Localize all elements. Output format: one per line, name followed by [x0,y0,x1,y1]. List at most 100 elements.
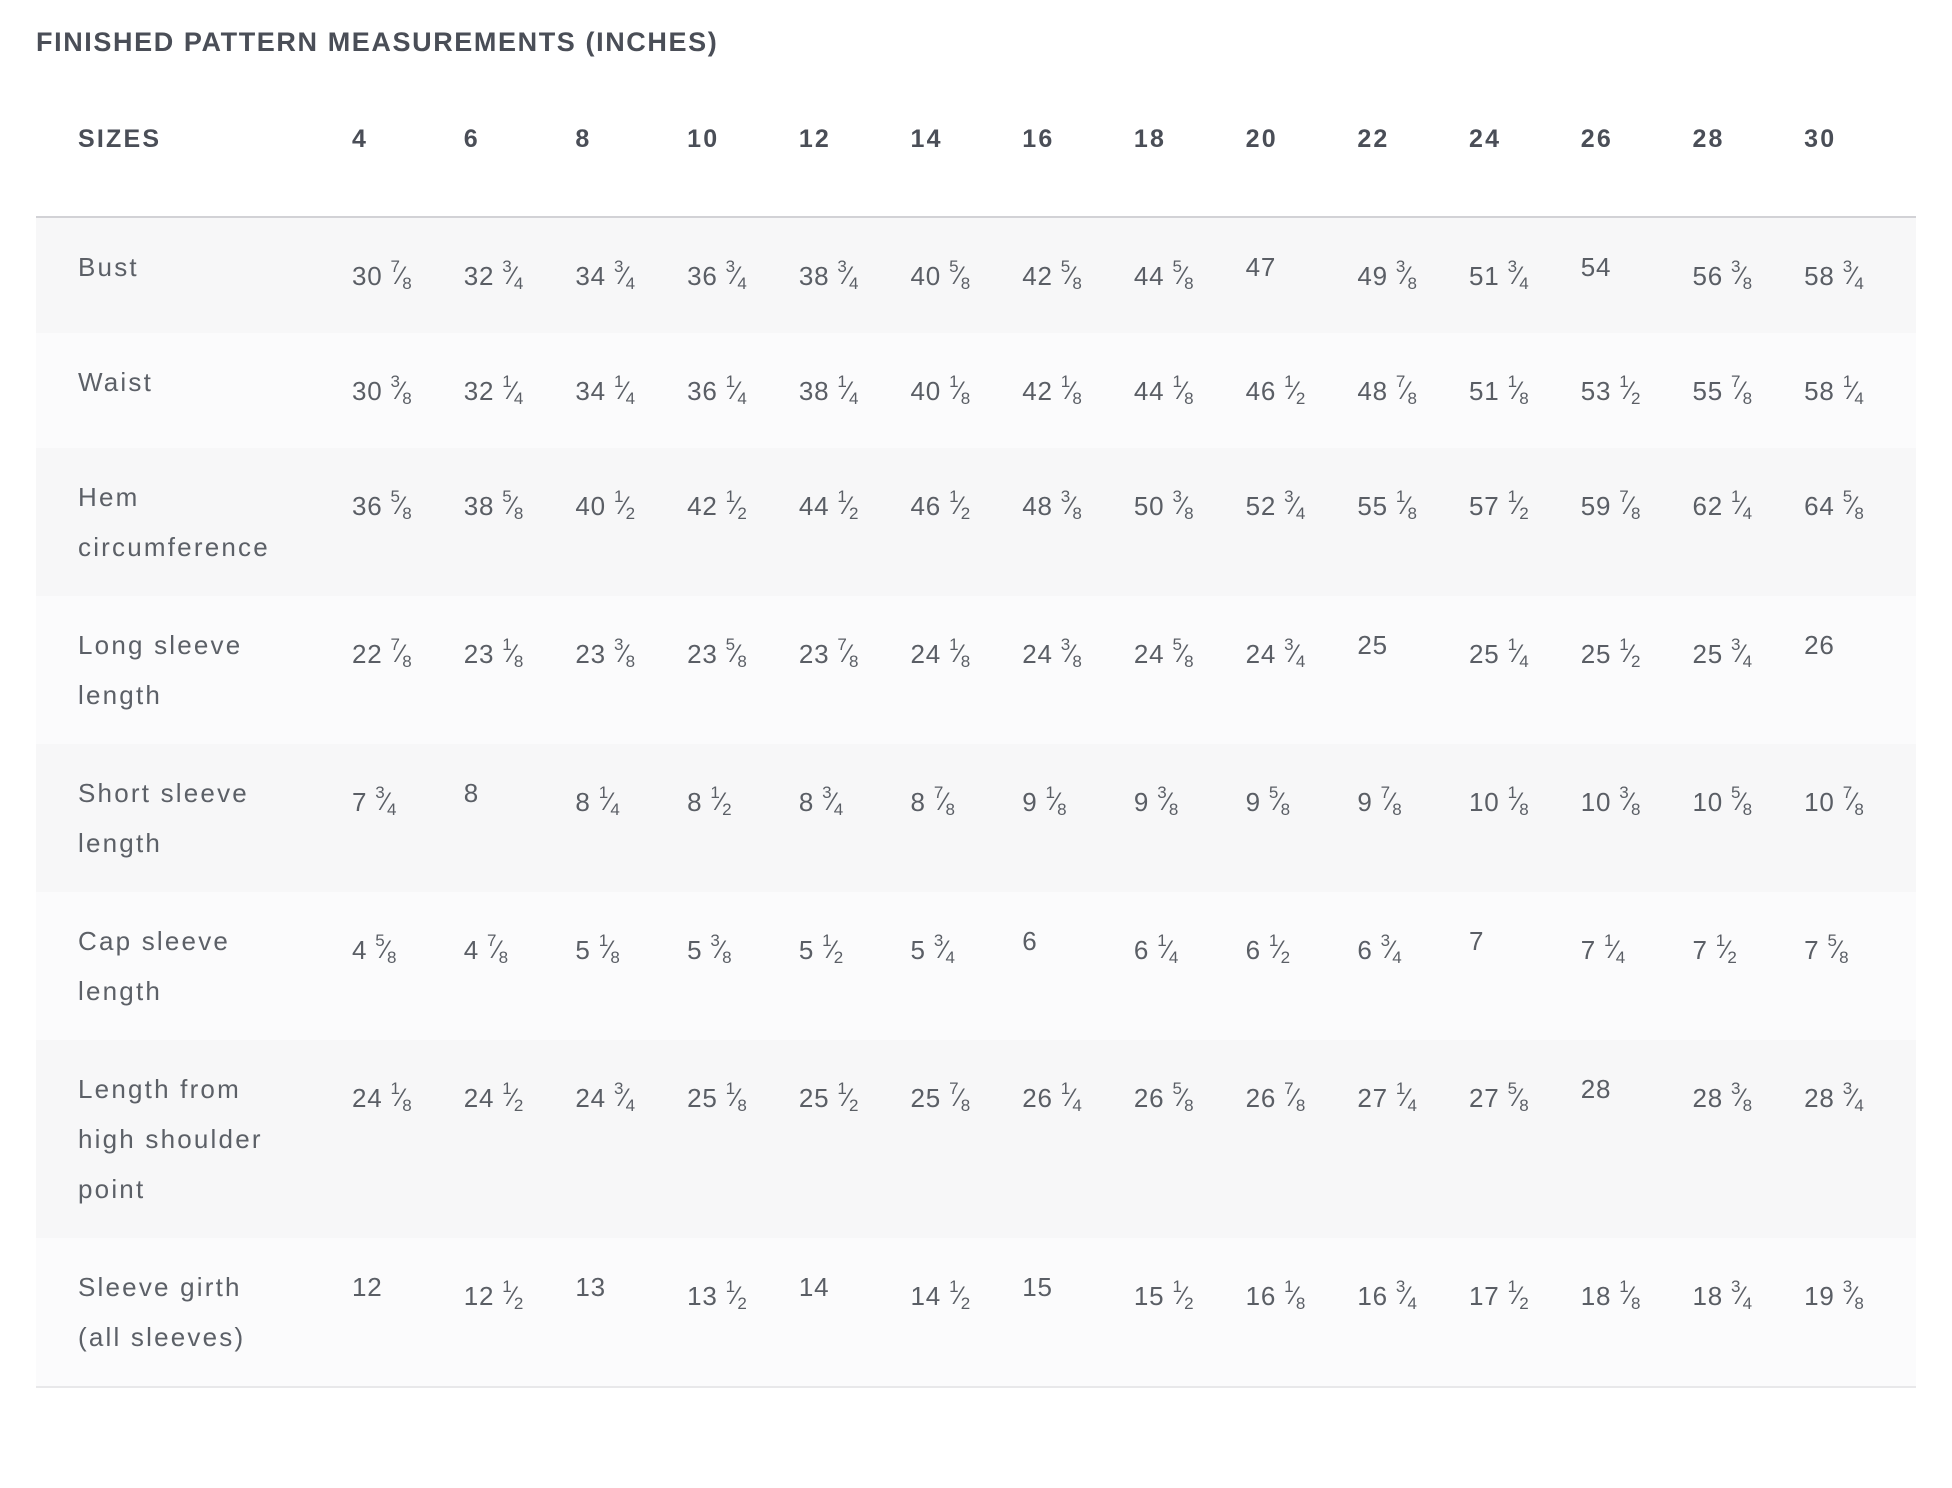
measurement-cell: 32 1⁄4 [463,372,524,408]
header-cell-size: 8 [575,125,592,153]
measurement-cell: 7 3⁄4 [352,783,397,819]
measurements-table: SIZES 4 6 8 10 12 14 16 18 20 22 24 26 28 30 Bust 30 7… [36,124,1916,1388]
header-cell-size: 26 [1580,125,1613,153]
measurement-cell: 5 3⁄4 [910,931,955,967]
measurement-cell: 36 3⁄4 [687,257,747,293]
header-cell-size: 10 [687,125,720,153]
measurement-cell: 24 3⁄8 [1022,635,1082,671]
measurement-cell: 13 [575,1272,606,1302]
measurement-cell: 47 [1245,252,1277,282]
measurement-cell: 28 [1580,1074,1612,1104]
measurement-cell: 5 3⁄8 [687,931,732,967]
measurement-cell: 25 1⁄2 [1580,635,1641,671]
measurement-cell: 28 3⁄4 [1804,1079,1864,1115]
page-title: FINISHED PATTERN MEASUREMENTS (INCHES) [36,27,719,57]
header-cell-size: 14 [910,125,943,153]
row-label: Length from high shoulder point [78,1074,263,1204]
measurement-cell: 24 5⁄8 [1133,635,1194,671]
measurement-cell: 18 1⁄8 [1580,1277,1641,1313]
measurement-cell: 51 1⁄8 [1469,372,1529,408]
measurement-cell: 49 3⁄8 [1357,257,1417,293]
header-cell-size: 4 [352,125,369,153]
measurement-cell: 12 1⁄2 [463,1277,524,1313]
measurement-cell: 38 1⁄4 [798,372,859,408]
measurement-cell: 5 1⁄8 [575,931,620,967]
row-label: Cap sleeve length [78,926,231,1006]
measurement-cell: 53 1⁄2 [1580,372,1641,408]
measurement-cell: 30 7⁄8 [352,257,412,293]
measurement-cell: 50 3⁄8 [1133,487,1194,523]
measurement-cell: 55 1⁄8 [1357,487,1417,523]
measurement-cell: 25 [1357,630,1388,660]
measurement-cell: 14 [798,1272,830,1302]
table-row: Hem circumference 36 5⁄8 38 5⁄8 40 1⁄2 42 1⁄… [36,448,1916,596]
measurement-cell: 25 1⁄8 [687,1079,747,1115]
measurement-cell: 26 1⁄4 [1022,1079,1082,1115]
header-cell-size: 16 [1022,125,1055,153]
measurement-cell: 25 3⁄4 [1692,635,1753,671]
measurement-cell: 8 7⁄8 [910,783,955,819]
measurement-cell: 57 1⁄2 [1469,487,1529,523]
measurement-cell: 6 1⁄2 [1245,931,1291,967]
measurement-cell: 24 3⁄4 [575,1079,636,1115]
table-row: Sleeve girth (all sleeves) 12 12 1⁄2 13 13 1… [36,1238,1916,1387]
header-cell-size: 12 [798,125,832,153]
measurement-cell: 7 [1469,926,1485,956]
measurement-cell: 25 7⁄8 [910,1079,971,1115]
measurement-cell: 10 7⁄8 [1804,783,1864,819]
table-head: SIZES 4 6 8 10 12 14 16 18 20 22 24 26 28 30 [36,124,1916,217]
measurement-cell: 15 1⁄2 [1133,1277,1194,1313]
row-label: Short sleeve length [78,778,249,858]
measurements-section: FINISHED PATTERN MEASUREMENTS (INCHES) S… [36,27,1916,1388]
measurement-cell: 6 [1022,926,1038,956]
measurement-cell: 34 3⁄4 [575,257,636,293]
measurement-cell: 7 5⁄8 [1804,931,1849,967]
measurement-cell: 8 [463,778,479,808]
measurement-cell: 36 5⁄8 [352,487,412,523]
table-row: Waist 30 3⁄8 32 1⁄4 34 1⁄4 36 1⁄4 38 1⁄4 40 1⁄… [36,333,1916,448]
measurement-cell: 14 1⁄2 [910,1277,971,1313]
measurement-cell: 24 1⁄8 [910,635,971,671]
measurement-cell: 9 3⁄8 [1133,783,1179,819]
measurement-cell: 12 [352,1272,383,1302]
table-row: Short sleeve length 7 3⁄4 8 8 1⁄4 8 1⁄2 8 3⁄4… [36,744,1916,892]
row-label: Bust [78,252,139,282]
measurement-cell: 6 3⁄4 [1357,931,1402,967]
measurement-cell: 23 1⁄8 [463,635,524,671]
measurement-cell: 4 7⁄8 [463,931,509,967]
measurement-cell: 27 5⁄8 [1469,1079,1529,1115]
table-row: Long sleeve length 22 7⁄8 23 1⁄8 23 3⁄8 23 5… [36,596,1916,744]
measurement-cell: 24 1⁄2 [463,1079,524,1115]
table-row: Length from high shoulder point 24 1⁄8 24 … [36,1040,1916,1238]
row-label: Long sleeve length [78,630,243,710]
measurement-cell: 58 1⁄4 [1804,372,1864,408]
measurement-cell: 27 1⁄4 [1357,1079,1417,1115]
measurement-cell: 8 3⁄4 [798,783,844,819]
measurement-cell: 54 [1580,252,1612,282]
table-row: Bust 30 7⁄8 32 3⁄4 34 3⁄4 36 3⁄4 38 3⁄4 40 5⁄8… [36,217,1916,333]
measurement-cell: 56 3⁄8 [1692,257,1753,293]
table-body: Bust 30 7⁄8 32 3⁄4 34 3⁄4 36 3⁄4 38 3⁄4 40 5⁄8… [36,217,1916,1387]
measurement-cell: 13 1⁄2 [687,1277,747,1313]
header-cell-size: 22 [1357,125,1390,153]
measurement-cell: 23 7⁄8 [798,635,859,671]
header-cell-size: 18 [1133,125,1167,153]
measurement-cell: 58 3⁄4 [1804,257,1864,293]
measurement-cell: 10 3⁄8 [1580,783,1641,819]
measurement-cell: 16 3⁄4 [1357,1277,1417,1313]
measurement-cell: 51 3⁄4 [1469,257,1529,293]
measurement-cell: 32 3⁄4 [463,257,524,293]
measurement-cell: 59 7⁄8 [1580,487,1641,523]
measurement-cell: 38 3⁄4 [798,257,859,293]
measurement-cell: 9 5⁄8 [1245,783,1291,819]
measurement-cell: 7 1⁄4 [1580,931,1626,967]
measurement-cell: 8 1⁄4 [575,783,620,819]
measurement-cell: 5 1⁄2 [798,931,844,967]
measurement-cell: 44 1⁄2 [798,487,859,523]
header-cell-size: 6 [463,125,480,153]
measurement-cell: 38 5⁄8 [463,487,524,523]
measurement-cell: 62 1⁄4 [1692,487,1753,523]
measurement-cell: 25 1⁄4 [1469,635,1529,671]
measurement-cell: 40 5⁄8 [910,257,971,293]
measurement-cell: 19 3⁄8 [1804,1277,1864,1313]
